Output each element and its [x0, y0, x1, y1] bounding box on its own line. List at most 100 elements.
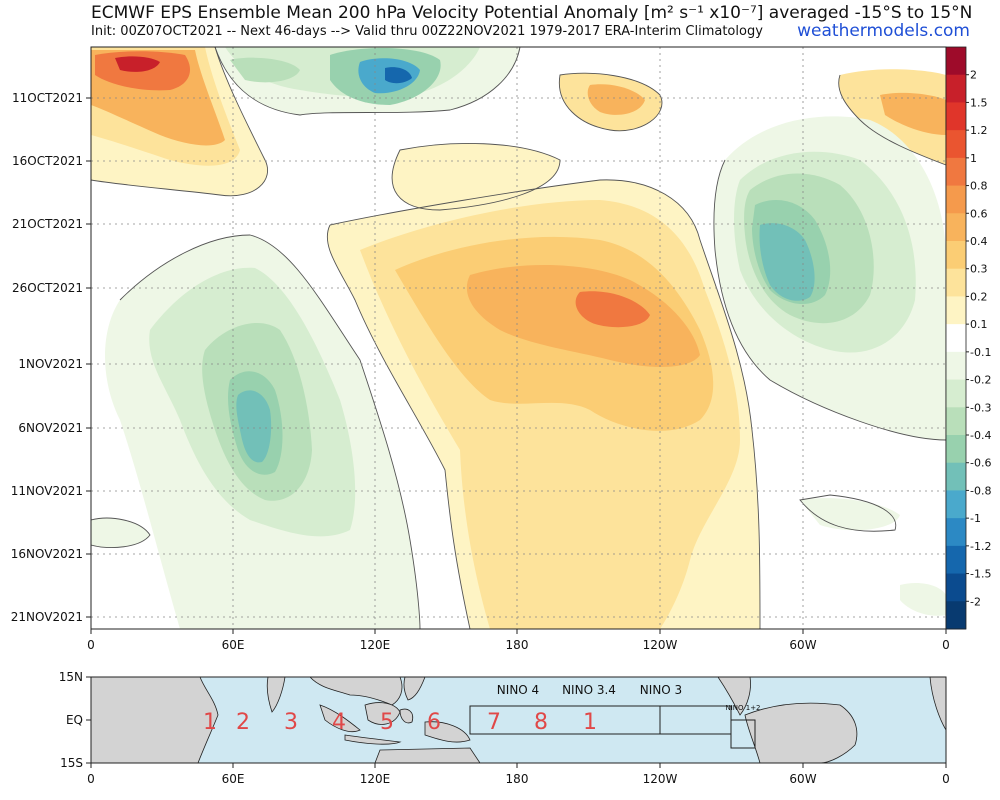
map-x-tick-label: 120E — [360, 772, 391, 786]
contour-line-09 — [391, 143, 561, 211]
colorbar-swatch — [946, 490, 966, 519]
chart-subtitle: Init: 00Z07OCT2021 -- Next 46-days --> V… — [91, 24, 763, 39]
brand-link[interactable]: weathermodels.com — [797, 21, 970, 41]
colorbar-swatch — [946, 47, 966, 76]
region-number: 5 — [380, 710, 394, 735]
map-x-tick-label: 180 — [506, 772, 529, 786]
colorbar-frame — [945, 46, 967, 630]
y-tick-label: 11NOV2021 — [11, 484, 83, 498]
colorbar-swatch — [946, 601, 966, 630]
colorbar-swatch — [946, 351, 966, 381]
colorbar-label: 0.6 — [970, 207, 988, 220]
colorbar-label: -1.5 — [970, 568, 991, 581]
colorbar-swatch — [946, 185, 966, 214]
contour-line-11 — [91, 517, 151, 548]
region-number: 1 — [203, 710, 217, 735]
colorbar-swatch — [946, 241, 966, 270]
contour-line-05 — [91, 47, 268, 197]
region-number: 3 — [284, 710, 298, 735]
colorbar-swatch — [946, 268, 966, 297]
negative-region-10 — [385, 67, 412, 84]
x-tick-label: 0 — [87, 638, 95, 652]
contour-line-02 — [326, 224, 471, 629]
colorbar-label: -0.3 — [970, 401, 991, 414]
colorbar-swatch — [946, 74, 966, 103]
map-x-tick-label: 120W — [643, 772, 678, 786]
nino-label: NINO 4 — [497, 683, 539, 697]
nino-label: NINO 1+2 — [725, 704, 760, 712]
positive-region-10 — [115, 56, 160, 72]
colorbar-label: -0.8 — [970, 484, 991, 497]
colorbar: 2 1.5 1.2 1 0.8 0.6 0.4 0.3 0.2 0.1 -0.1 -0.2 -0.3 -0… — [945, 46, 991, 630]
x-tick-label: 180 — [506, 638, 529, 652]
australia-landmass — [374, 747, 481, 763]
colorbar-swatch — [946, 379, 966, 408]
colorbar-label: -0.2 — [970, 374, 991, 387]
y-tick-label: 21OCT2021 — [12, 217, 83, 231]
colorbar-swatch — [946, 157, 966, 187]
map-y-tick-label: 15S — [60, 756, 83, 770]
colorbar-swatch — [946, 324, 966, 353]
map-x-tick-label: 60W — [789, 772, 816, 786]
negative-region-05 — [236, 390, 272, 463]
y-tick-label: 16OCT2021 — [12, 154, 83, 168]
colorbar-swatch — [946, 407, 966, 436]
nino-12-box — [730, 719, 756, 749]
map-y-tick-label: 15N — [59, 670, 83, 684]
africa-east-landmass — [929, 677, 946, 731]
nino-label: NINO 3.4 — [562, 683, 616, 697]
colorbar-label: -2 — [970, 595, 981, 608]
colorbar-swatch — [946, 296, 966, 325]
contour-line-10 — [799, 494, 897, 532]
se-asia-landmass — [309, 677, 403, 706]
colorbar-label: -1.2 — [970, 540, 991, 553]
nino-label: NINO 3 — [640, 683, 682, 697]
map-x-tick-label: 0 — [942, 772, 950, 786]
colorbar-swatch — [946, 545, 966, 575]
java-landmass — [344, 734, 402, 745]
colorbar-label: 1.2 — [970, 124, 988, 137]
map-y-tick-label: EQ — [66, 713, 83, 727]
negative-region-16 — [759, 223, 815, 301]
colorbar-label: 0.8 — [970, 180, 988, 193]
negative-region-19 — [900, 583, 946, 616]
colorbar-label: 0.4 — [970, 235, 988, 248]
colorbar-label: 1.5 — [970, 96, 988, 109]
contour-line-08 — [838, 74, 946, 166]
y-tick-label: 6NOV2021 — [18, 421, 83, 435]
x-tick-label: 120W — [643, 638, 678, 652]
sulawesi-landmass — [399, 708, 414, 724]
sumatra-landmass — [319, 704, 361, 733]
india-landmass — [266, 677, 286, 713]
region-number: 7 — [487, 710, 501, 735]
contour-line-06 — [214, 47, 521, 116]
anomaly-field — [91, 47, 946, 629]
colorbar-label: 1 — [970, 152, 977, 165]
contour-line-04 — [119, 234, 421, 629]
x-tick-label: 120E — [360, 638, 391, 652]
colorbar-label: -0.4 — [970, 429, 991, 442]
colorbar-swatch — [946, 102, 966, 131]
central-america-landmass — [717, 677, 751, 716]
zero-contours — [91, 47, 946, 629]
heatmap-y-axis: 11OCT2021 16OCT2021 21OCT2021 26OCT2021 1NOV… — [11, 91, 91, 624]
colorbar-label: 0.1 — [970, 318, 988, 331]
region-number: 6 — [427, 710, 441, 735]
region-number: 8 — [534, 710, 548, 735]
land-masses — [91, 677, 946, 763]
map-x-tick-label: 60E — [222, 772, 245, 786]
colorbar-swatch — [946, 462, 966, 491]
map-x-axis: 0 60E 120E 180 120W 60W 0 — [87, 763, 950, 786]
colorbar-swatch — [946, 213, 966, 242]
colorbar-label: 0.2 — [970, 290, 988, 303]
contour-line-07 — [558, 72, 663, 132]
positive-region-05 — [575, 291, 650, 328]
y-tick-label: 26OCT2021 — [12, 281, 83, 295]
negative-region-18 — [800, 498, 900, 531]
colorbar-swatch — [946, 518, 966, 547]
heatmap-x-axis: 0 60E 120E 180 120W 60W 0 — [87, 629, 950, 652]
region-number: 4 — [332, 710, 346, 735]
colorbar-swatch — [946, 435, 966, 464]
africa-landmass — [91, 677, 219, 763]
